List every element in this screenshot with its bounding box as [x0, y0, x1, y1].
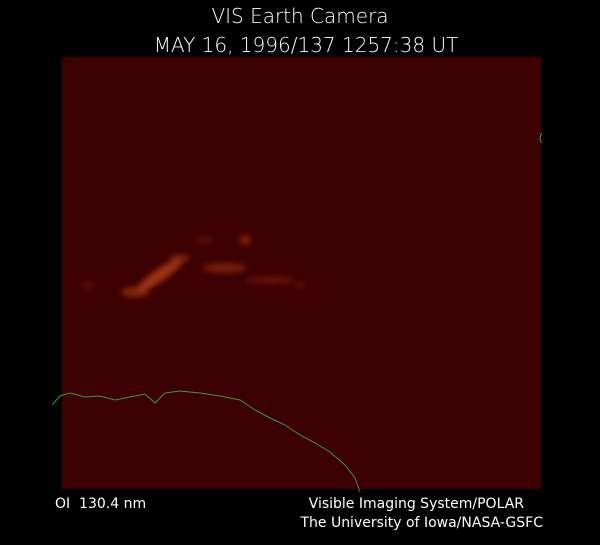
coastline [52, 390, 361, 493]
credit-line: Visible Imaging System/POLAR [309, 496, 525, 512]
credit-line: The University of Iowa/NASA-GSFC [299, 515, 543, 531]
aurora [82, 235, 305, 297]
subtitle: MAY 16, 1996/137 1257:38 UT [154, 33, 459, 57]
image-frame [62, 57, 541, 489]
coastline-fragment [539, 132, 543, 144]
filter-label: OI 130.4 nm [55, 496, 146, 512]
title: VIS Earth Camera [211, 4, 388, 28]
